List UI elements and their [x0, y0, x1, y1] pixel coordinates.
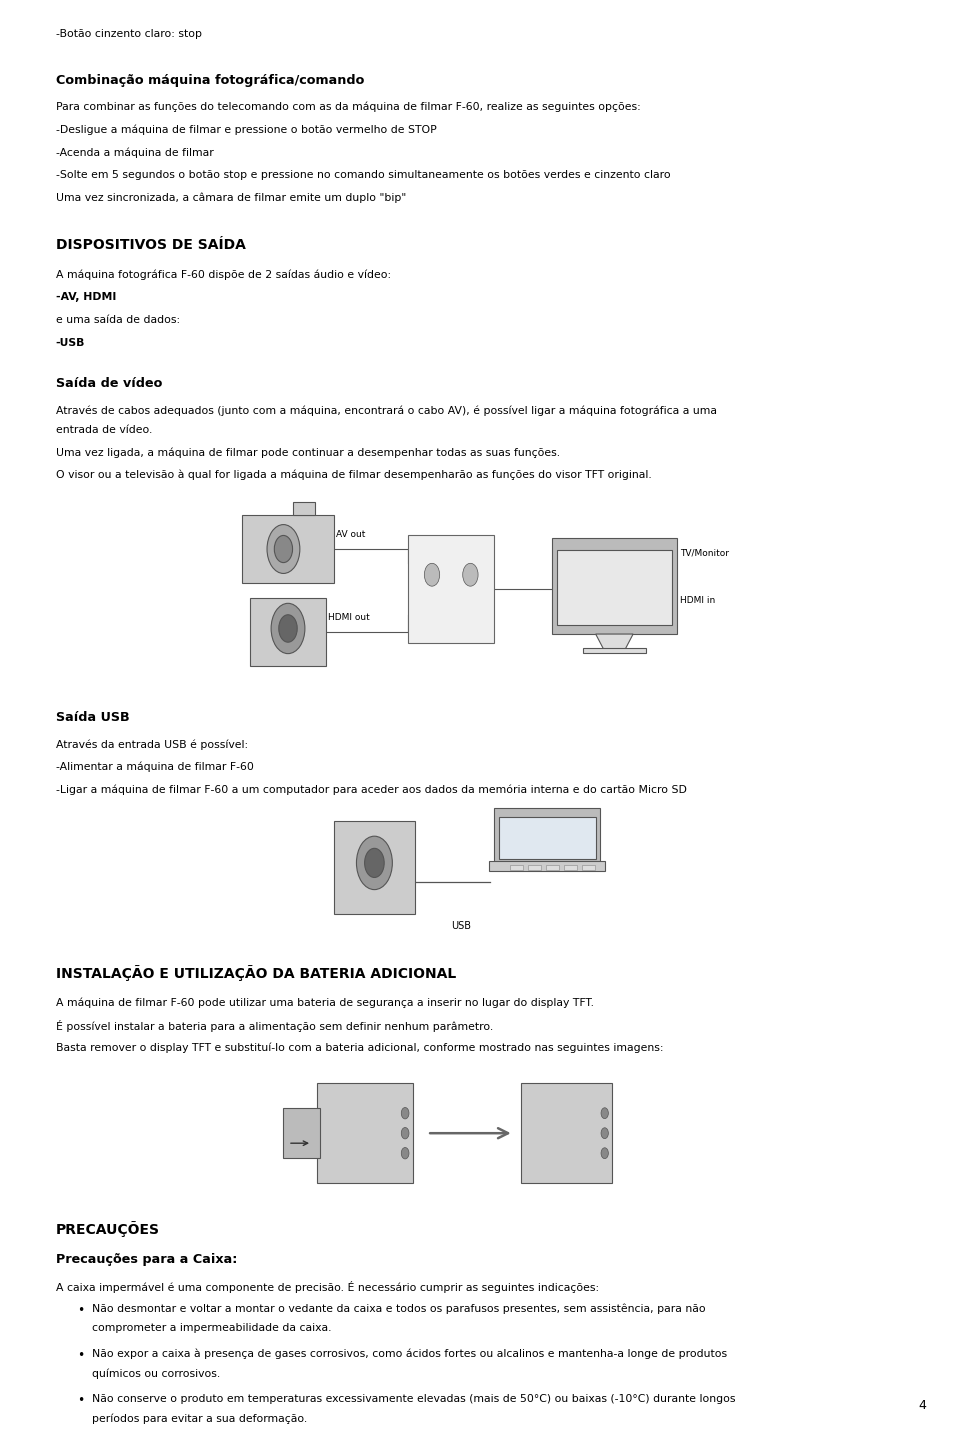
Text: AV out: AV out — [336, 530, 366, 539]
Text: 4: 4 — [919, 1399, 926, 1412]
Text: químicos ou corrosivos.: químicos ou corrosivos. — [92, 1369, 221, 1379]
Text: Basta remover o display TFT e substituí-lo com a bateria adicional, conforme mos: Basta remover o display TFT e substituí-… — [56, 1043, 663, 1053]
Text: Através de cabos adequados (junto com a máquina, encontrará o cabo AV), é possív: Através de cabos adequados (junto com a … — [56, 406, 717, 416]
Circle shape — [401, 1147, 409, 1159]
Bar — [250, 597, 326, 666]
Bar — [520, 1083, 612, 1183]
Bar — [283, 1109, 320, 1159]
Text: Não conserve o produto em temperaturas excessivamente elevadas (mais de 50°C) ou: Não conserve o produto em temperaturas e… — [92, 1395, 735, 1403]
Circle shape — [601, 1147, 609, 1159]
Text: •: • — [77, 1395, 84, 1408]
Bar — [498, 817, 596, 859]
Text: O visor ou a televisão à qual for ligada a máquina de filmar desempenharão as fu: O visor ou a televisão à qual for ligada… — [56, 470, 652, 480]
Circle shape — [401, 1107, 409, 1119]
Bar — [489, 862, 605, 872]
Text: É possível instalar a bateria para a alimentação sem definir nenhum parâmetro.: É possível instalar a bateria para a ali… — [56, 1020, 492, 1032]
Text: períodos para evitar a sua deformação.: períodos para evitar a sua deformação. — [92, 1413, 307, 1425]
Text: DISPOSITIVOS DE SAÍDA: DISPOSITIVOS DE SAÍDA — [56, 237, 246, 252]
Text: Saída USB: Saída USB — [56, 712, 130, 725]
Bar — [494, 809, 600, 863]
Bar — [584, 649, 646, 653]
Text: e uma saída de dados:: e uma saída de dados: — [56, 314, 180, 324]
Circle shape — [356, 836, 393, 890]
Circle shape — [278, 614, 298, 642]
Bar — [528, 865, 540, 870]
Bar — [408, 534, 494, 643]
Circle shape — [463, 563, 478, 586]
Text: A máquina fotográfica F-60 dispõe de 2 saídas áudio e vídeo:: A máquina fotográfica F-60 dispõe de 2 s… — [56, 270, 391, 280]
Bar — [334, 822, 416, 915]
Text: AV in: AV in — [588, 570, 611, 579]
Polygon shape — [595, 634, 634, 650]
Text: -USB: -USB — [56, 337, 85, 347]
Circle shape — [275, 536, 293, 563]
Text: INSTALAÇÃO E UTILIZAÇÃO DA BATERIA ADICIONAL: INSTALAÇÃO E UTILIZAÇÃO DA BATERIA ADICI… — [56, 966, 456, 982]
Text: PRECAUÇÕES: PRECAUÇÕES — [56, 1222, 159, 1238]
Circle shape — [601, 1127, 609, 1139]
Text: -Alimentar a máquina de filmar F-60: -Alimentar a máquina de filmar F-60 — [56, 762, 253, 772]
Circle shape — [424, 563, 440, 586]
Text: Uma vez sincronizada, a câmara de filmar emite um duplo "bip": Uma vez sincronizada, a câmara de filmar… — [56, 193, 406, 203]
Text: entrada de vídeo.: entrada de vídeo. — [56, 424, 152, 434]
Text: Não desmontar e voltar a montar o vedante da caixa e todos os parafusos presente: Não desmontar e voltar a montar o vedant… — [92, 1303, 706, 1315]
Text: comprometer a impermeabilidade da caixa.: comprometer a impermeabilidade da caixa. — [92, 1323, 331, 1333]
Text: -AV, HDMI: -AV, HDMI — [56, 293, 116, 303]
Text: Não expor a caixa à presença de gases corrosivos, como ácidos fortes ou alcalino: Não expor a caixa à presença de gases co… — [92, 1349, 728, 1359]
Circle shape — [267, 524, 300, 573]
Circle shape — [601, 1107, 609, 1119]
Circle shape — [271, 603, 305, 653]
Text: USB: USB — [451, 922, 470, 932]
Text: Saída de vídeo: Saída de vídeo — [56, 377, 162, 390]
Bar — [293, 503, 315, 514]
Text: TV/Monitor: TV/Monitor — [680, 549, 729, 557]
Bar — [582, 865, 595, 870]
Bar — [242, 514, 334, 583]
Bar — [564, 865, 577, 870]
Circle shape — [365, 849, 384, 877]
Text: Para combinar as funções do telecomando com as da máquina de filmar F-60, realiz: Para combinar as funções do telecomando … — [56, 101, 640, 113]
Bar — [557, 550, 672, 624]
Text: A máquina de filmar F-60 pode utilizar uma bateria de segurança a inserir no lug: A máquina de filmar F-60 pode utilizar u… — [56, 997, 593, 1007]
Text: HDMI out: HDMI out — [328, 613, 370, 622]
Text: HDMI in: HDMI in — [680, 596, 715, 604]
Bar — [511, 865, 523, 870]
Text: -Botão cinzento claro: stop: -Botão cinzento claro: stop — [56, 29, 202, 39]
Text: Precauções para a Caixa:: Precauções para a Caixa: — [56, 1253, 237, 1266]
Text: •: • — [77, 1303, 84, 1316]
Text: Através da entrada USB é possível:: Através da entrada USB é possível: — [56, 739, 248, 750]
Circle shape — [401, 1127, 409, 1139]
Text: -Desligue a máquina de filmar e pressione o botão vermelho de STOP: -Desligue a máquina de filmar e pression… — [56, 124, 437, 134]
Bar — [552, 537, 677, 634]
Text: •: • — [77, 1349, 84, 1362]
Bar — [546, 865, 559, 870]
Text: -Ligar a máquina de filmar F-60 a um computador para aceder aos dados da memória: -Ligar a máquina de filmar F-60 a um com… — [56, 785, 686, 795]
Bar — [317, 1083, 413, 1183]
Text: -Solte em 5 segundos o botão stop e pressione no comando simultaneamente os botõ: -Solte em 5 segundos o botão stop e pres… — [56, 170, 670, 180]
Text: Uma vez ligada, a máquina de filmar pode continuar a desempenhar todas as suas f: Uma vez ligada, a máquina de filmar pode… — [56, 447, 560, 457]
Text: -Acenda a máquina de filmar: -Acenda a máquina de filmar — [56, 147, 213, 157]
Text: Combinação máquina fotográfica/comando: Combinação máquina fotográfica/comando — [56, 74, 364, 87]
Text: A caixa impermável é uma componente de precisão. É necessário cumprir as seguint: A caixa impermável é uma componente de p… — [56, 1282, 599, 1293]
